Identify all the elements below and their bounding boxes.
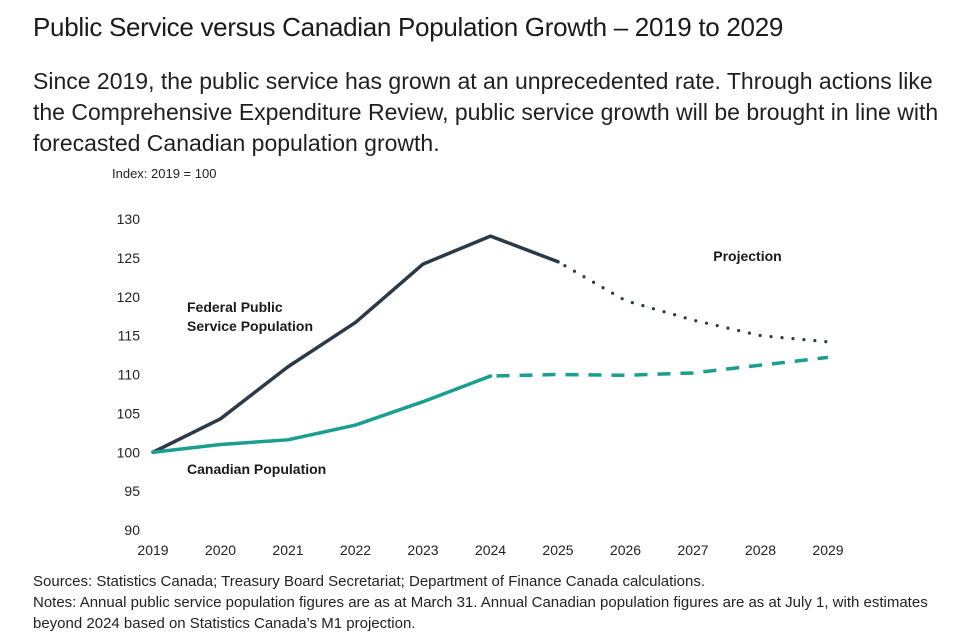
public-service-series-label: Federal Public: [187, 299, 283, 315]
x-tick-label: 2024: [475, 542, 506, 558]
y-tick-label: 105: [117, 405, 141, 421]
canadian-population-series-label: Canadian Population: [187, 461, 326, 477]
public-service-actual-line: [151, 234, 560, 454]
y-axis-unit-label: Index: 2019 = 100: [112, 166, 217, 181]
y-axis-ticks: 90 95 100 105 110 115 120 125 130: [117, 211, 141, 538]
series-labels: Federal Public Service Population Canadian…: [187, 248, 782, 477]
notes-text: Notes: Annual public service population …: [33, 594, 928, 632]
series-lines: [151, 234, 830, 454]
x-tick-label: 2022: [340, 542, 371, 558]
x-tick-label: 2020: [205, 542, 236, 558]
sources-text: Sources: Statistics Canada; Treasury Boa…: [33, 573, 706, 590]
y-tick-label: 120: [117, 289, 141, 305]
x-tick-label: 2021: [272, 542, 303, 558]
y-tick-label: 95: [124, 483, 140, 499]
chart-footnotes: Sources: Statistics Canada; Treasury Boa…: [33, 571, 953, 634]
y-tick-label: 100: [117, 444, 141, 460]
x-tick-label: 2028: [745, 542, 776, 558]
y-tick-label: 115: [118, 328, 141, 344]
canadian-population-projection-line: [490, 355, 829, 378]
x-tick-label: 2029: [812, 542, 843, 558]
public-service-projection-line: [556, 260, 830, 344]
x-axis-ticks: 2019 2020 2021 2022 2023 2024 2025 2026 2027 2028…: [137, 542, 843, 558]
chart-subtitle: Since 2019, the public service has grown…: [33, 68, 939, 156]
x-tick-label: 2019: [137, 542, 168, 558]
projection-annotation: Projection: [713, 248, 781, 264]
x-tick-label: 2025: [542, 542, 573, 558]
y-tick-label: 125: [117, 250, 141, 266]
x-tick-label: 2023: [407, 542, 438, 558]
canadian-population-actual-line: [151, 374, 493, 454]
public-service-series-label: Service Population: [187, 318, 313, 334]
y-tick-label: 90: [124, 522, 140, 538]
x-tick-label: 2026: [610, 542, 641, 558]
chart-title: Public Service versus Canadian Populatio…: [33, 12, 784, 42]
y-tick-label: 110: [118, 367, 141, 383]
x-tick-label: 2027: [677, 542, 708, 558]
y-tick-label: 130: [117, 211, 141, 227]
